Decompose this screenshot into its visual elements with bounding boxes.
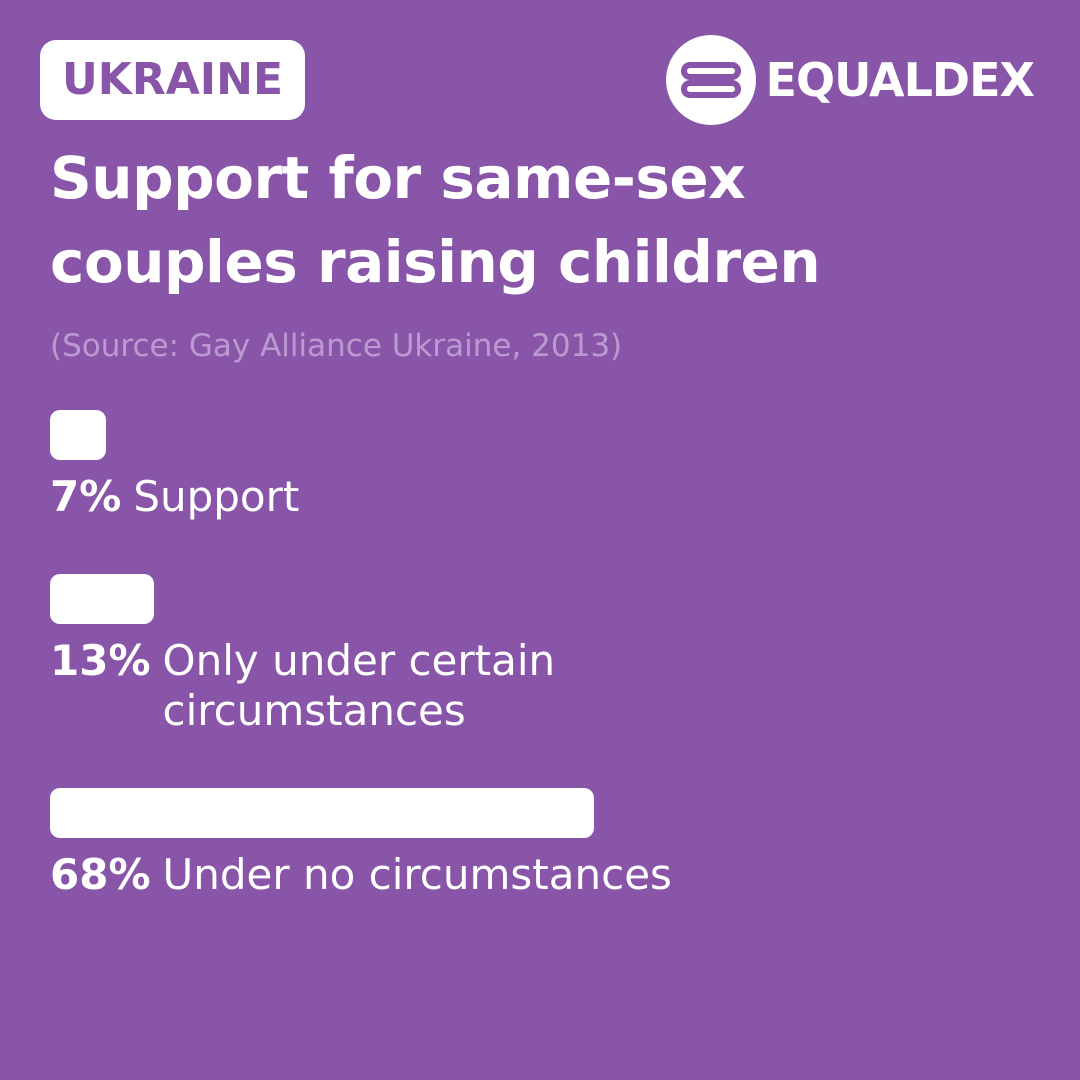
logo-text: EQUALDEX xyxy=(765,53,1035,107)
value-label: 68% xyxy=(50,850,151,899)
bar-row: 68% Under no circumstances xyxy=(50,788,1030,900)
logo-icon xyxy=(665,35,756,125)
category-label: Only under certain circumstances xyxy=(162,636,556,735)
bar xyxy=(50,788,594,838)
bar-label: 68% Under no circumstances xyxy=(50,850,1030,900)
chart-subtitle: (Source: Gay Alliance Ukraine, 2013) xyxy=(50,328,623,364)
bar xyxy=(50,574,154,624)
bars: 7% Support 13% Only under certain circumsta… xyxy=(50,410,1030,952)
bar-label: 13% Only under certain circumstances xyxy=(50,636,1030,736)
logo: EQUALDEX xyxy=(665,35,1035,125)
bar-row: 7% Support xyxy=(50,410,1030,522)
bar-label: 7% Support xyxy=(50,472,1030,522)
value-label: 7% xyxy=(50,472,122,521)
category-label: Under no circumstances xyxy=(162,850,672,899)
bar-row: 13% Only under certain circumstances xyxy=(50,574,1030,736)
chart-title: Support for same-sex couples raising chi… xyxy=(50,144,821,296)
country-badge: UKRAINE xyxy=(40,40,306,120)
bar xyxy=(50,410,106,460)
value-label: 13% xyxy=(50,636,151,685)
category-label: Support xyxy=(133,472,300,521)
